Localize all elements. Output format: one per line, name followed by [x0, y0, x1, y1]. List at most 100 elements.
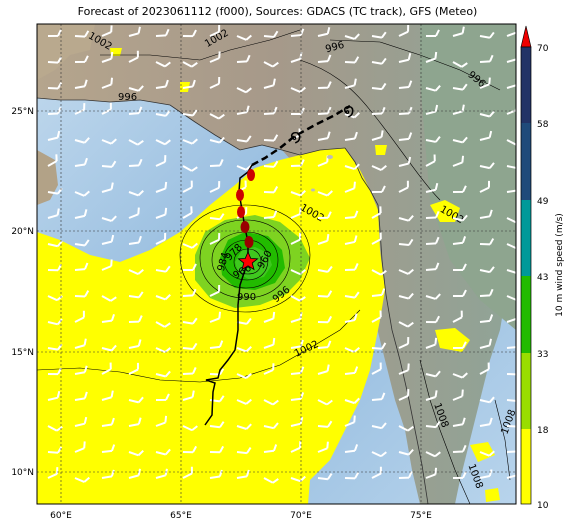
wind-barb [317, 399, 333, 406]
isobar-label: 996 [118, 92, 137, 103]
wind-barb [479, 450, 495, 457]
wind-barb [479, 209, 493, 219]
wind-barb [425, 451, 441, 458]
wind-barb [182, 466, 193, 479]
map-frame [36, 23, 517, 505]
wind-barb [479, 162, 495, 170]
track-points-intense [240, 221, 254, 248]
wind-barb [290, 86, 306, 93]
wind-barb [209, 340, 224, 349]
wind-barb [209, 284, 221, 297]
colorbar: 70 58 49 43 33 18 10 10 m wind speed (m/… [520, 25, 565, 511]
wind-barb [47, 390, 61, 401]
wind-barb [479, 238, 495, 246]
wind-barb [344, 472, 360, 480]
wind-barb [344, 181, 356, 193]
wind-barb [344, 33, 360, 40]
wind-barb [74, 190, 90, 197]
wind-barb [398, 80, 413, 89]
wind-barb [236, 469, 250, 479]
wind-barb [452, 310, 463, 323]
lon-tick: 60°E [50, 511, 72, 521]
wind-barb [74, 476, 90, 483]
wind-barb [344, 366, 359, 375]
wind-barb [209, 113, 225, 120]
wind-barb [101, 313, 115, 323]
colorbar-segment [521, 200, 531, 276]
wind-barb [425, 420, 441, 429]
wind-barb [128, 85, 144, 92]
wind-barb [155, 139, 171, 146]
wind-barb [236, 54, 251, 63]
wind-barb [452, 341, 467, 349]
wind-barb [317, 420, 333, 428]
island [311, 188, 315, 192]
wind-barb [74, 290, 90, 298]
wind-barb [263, 30, 279, 38]
wind-barb [290, 441, 302, 453]
wind-barb [155, 109, 171, 117]
wind-barb [155, 265, 171, 273]
wind-barb [101, 295, 117, 302]
wind-barb [452, 104, 465, 115]
wind-barb [425, 104, 439, 115]
wind-barb [236, 446, 252, 455]
wind-barb [128, 207, 140, 219]
wind-barb [209, 445, 225, 454]
wind-barb [290, 366, 305, 375]
wind-barb [101, 51, 114, 63]
wind-zone-small-5 [375, 145, 387, 155]
wind-barb [263, 422, 279, 430]
wind-barb [479, 362, 490, 375]
lon-axis: 60°E 65°E 70°E 75°E [50, 511, 432, 521]
wind-barb [236, 373, 252, 379]
colorbar-extend-arrow [520, 25, 532, 48]
wind-barb [128, 291, 144, 299]
wind-zone-10-18-west [37, 255, 80, 305]
wind-barb [209, 51, 221, 63]
wind-barb [479, 338, 492, 349]
wind-barb [101, 362, 112, 375]
wind-barb [74, 391, 88, 401]
wind-barb [182, 180, 193, 193]
wind-barb [371, 31, 387, 39]
colorbar-tick: 58 [537, 120, 549, 130]
wind-barb [398, 471, 413, 479]
wind-barb [47, 467, 59, 479]
wind-barb [74, 30, 90, 38]
wind-barb [371, 269, 387, 276]
wind-barb [47, 240, 63, 248]
track-point [244, 236, 254, 248]
wind-barb [209, 233, 221, 245]
wind-barb [371, 106, 386, 115]
wind-barb [479, 77, 491, 89]
wind-barb [209, 213, 225, 221]
isobar-label: 984 [216, 251, 232, 272]
wind-barb [371, 392, 386, 401]
colorbar-tick: 18 [537, 426, 549, 436]
wind-barb [263, 363, 275, 375]
wind-barb [506, 162, 516, 170]
wind-barb [452, 372, 468, 379]
wind-barb [479, 31, 495, 39]
wind-barb [371, 57, 387, 65]
wind-barb [74, 310, 85, 323]
wind-barb [371, 185, 386, 193]
gridlines [37, 24, 516, 504]
wind-barb [101, 390, 114, 401]
wind-barb [155, 61, 171, 68]
wind-barb [398, 363, 410, 375]
wind-barb [506, 243, 516, 250]
map-title: Forecast of 2023061112 (f000), Sources: … [77, 5, 478, 18]
wind-barb [506, 420, 516, 428]
wind-barb [452, 185, 467, 193]
colorbar-frame [520, 46, 532, 505]
wind-barb [128, 339, 142, 349]
wind-barb [371, 232, 382, 245]
wind-barb [398, 24, 410, 37]
wind-barb [155, 347, 171, 354]
wind-barb [155, 415, 168, 427]
wind-barb [317, 290, 333, 298]
wind-barb [209, 24, 221, 37]
wind-barb [344, 397, 360, 405]
